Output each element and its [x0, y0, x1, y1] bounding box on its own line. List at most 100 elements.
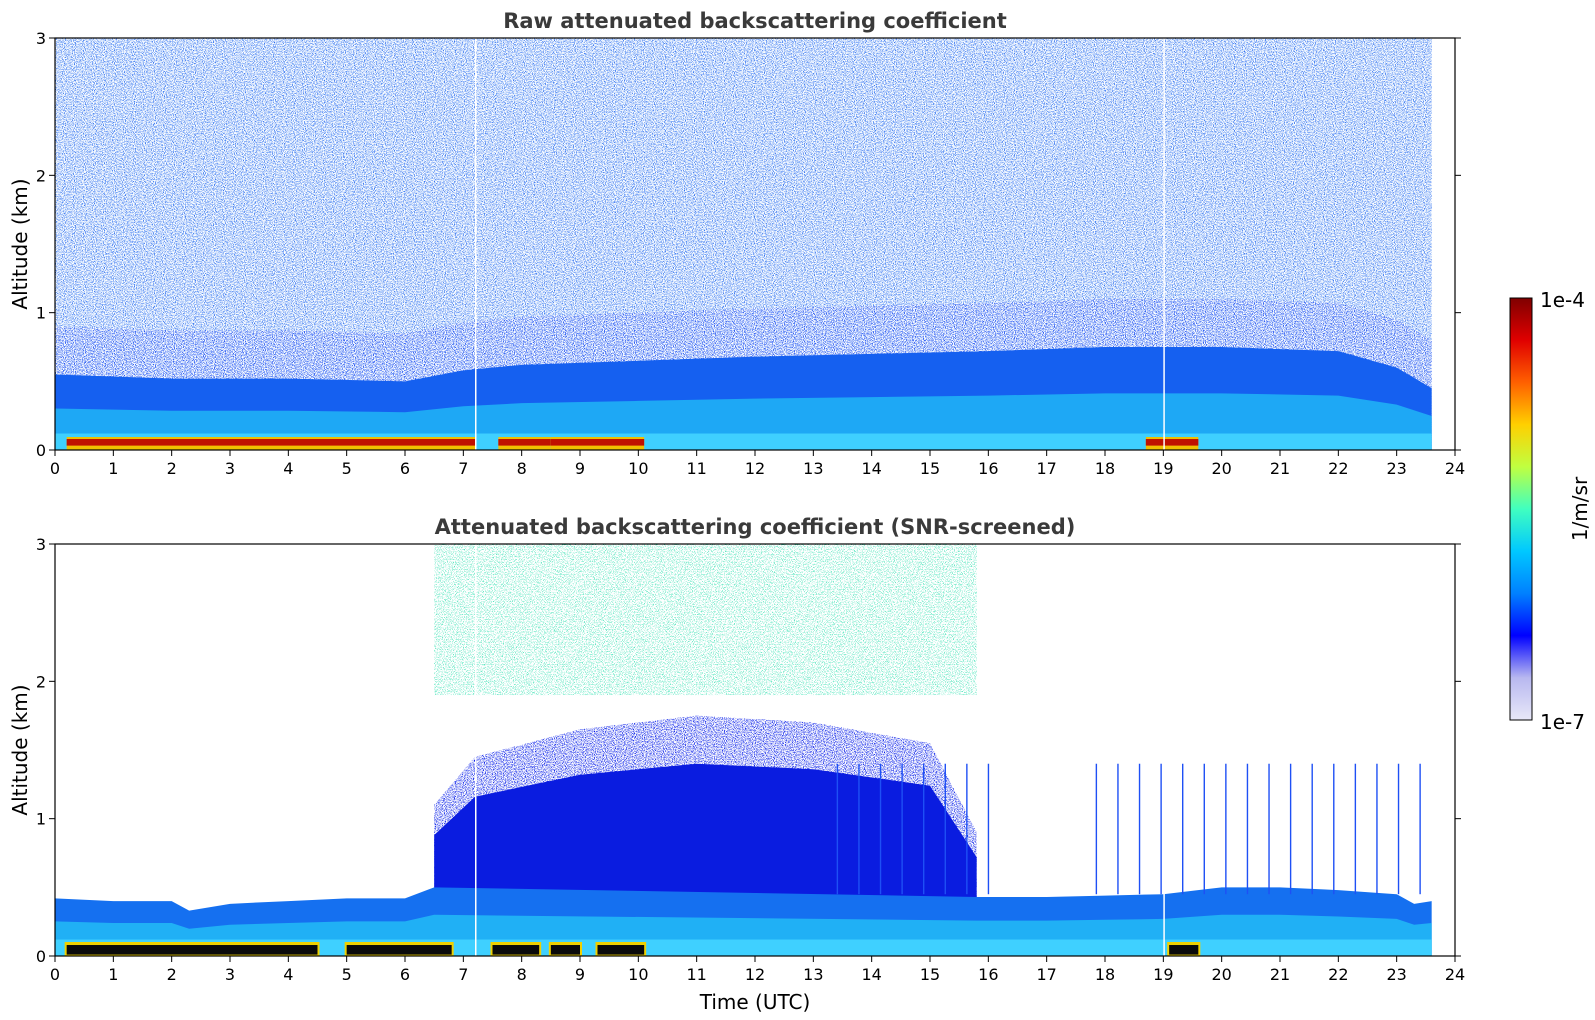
- x-tick-label: 22: [1328, 965, 1348, 984]
- x-tick-label: 2: [167, 459, 177, 478]
- data-gap: [1163, 38, 1165, 450]
- surface-layer-black: [66, 945, 318, 955]
- x-tick-label: 22: [1328, 459, 1348, 478]
- surface-layer-red: [498, 439, 551, 446]
- x-tick-label: 18: [1095, 459, 1115, 478]
- vertical-streak: [944, 763, 946, 895]
- y-tick-label: 2: [36, 166, 46, 185]
- chart-title: Raw attenuated backscattering coefficien…: [503, 9, 1007, 33]
- surface-layer-red: [550, 439, 645, 446]
- x-tick-label: 15: [920, 965, 940, 984]
- x-tick-label: 6: [400, 459, 410, 478]
- x-tick-label: 9: [575, 459, 585, 478]
- x-tick-label: 7: [458, 965, 468, 984]
- x-tick-label: 1: [108, 965, 118, 984]
- y-tick-label: 0: [36, 441, 46, 460]
- x-tick-label: 5: [342, 965, 352, 984]
- x-tick-label: 16: [978, 459, 998, 478]
- vertical-streak: [1268, 763, 1270, 895]
- x-tick-label: 21: [1270, 965, 1290, 984]
- chart-title: Attenuated backscattering coefficient (S…: [435, 515, 1076, 539]
- surface-layer-black: [550, 945, 580, 955]
- vertical-streak: [1246, 763, 1249, 895]
- x-tick-label: 8: [517, 459, 527, 478]
- y-tick-label: 1: [36, 304, 46, 323]
- y-tick-label: 3: [36, 535, 46, 554]
- colorbar-min-label: 1e-7: [1540, 710, 1585, 734]
- x-tick-label: 15: [920, 459, 940, 478]
- vertical-streak: [1225, 763, 1227, 895]
- vertical-streak: [879, 763, 882, 895]
- x-tick-label: 21: [1270, 459, 1290, 478]
- x-tick-label: 10: [628, 965, 648, 984]
- vertical-streak: [1117, 763, 1119, 895]
- y-tick-label: 1: [36, 810, 46, 829]
- y-tick-label: 2: [36, 672, 46, 691]
- x-tick-label: 18: [1095, 965, 1115, 984]
- surface-layer-black: [492, 945, 540, 955]
- x-tick-label: 14: [861, 965, 881, 984]
- x-tick-label: 8: [517, 965, 527, 984]
- vertical-streak: [1419, 763, 1421, 895]
- data-gap: [475, 38, 477, 450]
- vertical-streak: [901, 763, 903, 895]
- vertical-streak: [1333, 763, 1335, 895]
- x-tick-label: 12: [745, 965, 765, 984]
- surface-layer-black: [1169, 945, 1199, 955]
- x-tick-label: 13: [803, 459, 823, 478]
- vertical-streak: [1095, 763, 1098, 895]
- vertical-streak: [1354, 763, 1357, 895]
- x-tick-label: 24: [1445, 965, 1465, 984]
- x-axis: 0 1 2 3 4 5 6 7 8 9 10 11 12 13 14 15 16 17 18 19 20 21 22 23 24: [50, 956, 1465, 984]
- x-tick-label: 24: [1445, 459, 1465, 478]
- vertical-streak: [1160, 763, 1162, 895]
- vertical-streak: [923, 763, 925, 895]
- x-tick-label: 12: [745, 459, 765, 478]
- x-tick-label: 11: [686, 459, 706, 478]
- x-tick-label: 4: [283, 965, 293, 984]
- x-tick-label: 19: [1153, 965, 1173, 984]
- x-tick-label: 11: [686, 965, 706, 984]
- x-tick-label: 6: [400, 965, 410, 984]
- vertical-streak: [858, 763, 860, 895]
- x-tick-label: 17: [1036, 965, 1056, 984]
- vertical-streak: [836, 763, 839, 895]
- y-tick-label: 3: [36, 29, 46, 48]
- vertical-streak: [1203, 763, 1205, 895]
- surface-layer-black: [346, 945, 452, 955]
- x-tick-label: 3: [225, 965, 235, 984]
- vertical-streak: [1138, 763, 1141, 895]
- y-axis: 0 1 2 3: [36, 535, 1461, 966]
- x-axis-label: Time (UTC): [699, 990, 811, 1014]
- data-gap: [1163, 544, 1165, 956]
- x-tick-label: 2: [167, 965, 177, 984]
- surface-layer-black: [597, 945, 645, 955]
- x-tick-label: 10: [628, 459, 648, 478]
- x-tick-label: 3: [225, 459, 235, 478]
- colorbar-max-label: 1e-4: [1540, 288, 1585, 312]
- x-tick-label: 19: [1153, 459, 1173, 478]
- noise-field-green: [434, 544, 977, 696]
- y-axis-label: Altitude (km): [8, 684, 32, 815]
- vertical-streak: [1311, 763, 1313, 895]
- snr-screened-panel: Attenuated backscattering coefficient (S…: [8, 515, 1465, 1014]
- vertical-streak: [1376, 763, 1378, 895]
- x-tick-label: 7: [458, 459, 468, 478]
- x-tick-label: 17: [1036, 459, 1056, 478]
- x-tick-label: 0: [50, 459, 60, 478]
- surface-layer-red: [66, 439, 476, 446]
- heatmap-image: [55, 38, 1432, 450]
- vertical-streak: [1289, 763, 1292, 895]
- colorbar-gradient: [1509, 297, 1533, 721]
- vertical-streak: [987, 763, 990, 895]
- x-tick-label: 20: [1211, 965, 1231, 984]
- x-tick-label: 9: [575, 965, 585, 984]
- x-tick-label: 14: [861, 459, 881, 478]
- x-tick-label: 23: [1386, 459, 1406, 478]
- x-tick-label: 4: [283, 459, 293, 478]
- x-tick-label: 20: [1211, 459, 1231, 478]
- x-tick-label: 0: [50, 965, 60, 984]
- x-tick-label: 5: [342, 459, 352, 478]
- data-gap: [475, 544, 477, 956]
